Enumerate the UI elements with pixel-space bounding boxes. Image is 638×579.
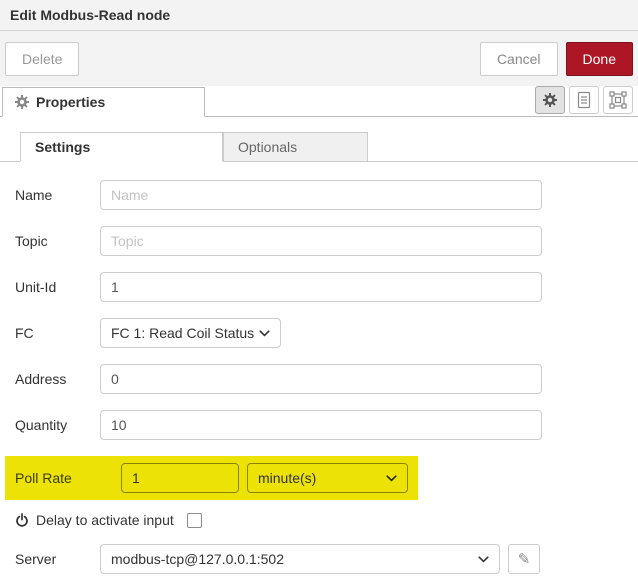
server-edit-button[interactable]: ✎: [508, 544, 540, 574]
editor-icon-buttons: [535, 86, 633, 116]
name-input[interactable]: [100, 180, 542, 210]
address-label: Address: [15, 371, 67, 387]
tab-settings-label: Settings: [35, 139, 91, 155]
description-button[interactable]: [569, 86, 599, 114]
tab-optionals-label: Optionals: [238, 139, 298, 155]
fc-select-value: FC 1: Read Coil Status: [111, 325, 255, 341]
name-row: Name: [15, 180, 638, 210]
unit-id-input[interactable]: [100, 272, 542, 302]
address-row: Address: [15, 364, 638, 394]
poll-rate-row-highlighted: Poll Rate minute(s): [5, 456, 418, 500]
fc-row: FC FC 1: Read Coil Status: [15, 318, 638, 348]
server-select[interactable]: modbus-tcp@127.0.0.1:502: [100, 544, 500, 574]
settings-tabbar: Settings Optionals: [0, 131, 638, 162]
appearance-button[interactable]: [603, 86, 633, 114]
appearance-icon: [609, 91, 627, 109]
poll-rate-label: Poll Rate: [15, 470, 72, 486]
delay-checkbox[interactable]: [186, 512, 202, 528]
topic-label: Topic: [15, 233, 48, 249]
quantity-row: Quantity: [15, 410, 638, 440]
quantity-label: Quantity: [15, 417, 68, 433]
gear-icon: [543, 93, 557, 107]
poll-rate-unit-value: minute(s): [258, 470, 317, 486]
delay-row: Delay to activate input: [15, 508, 638, 532]
tab-settings[interactable]: Settings: [20, 132, 223, 162]
done-button[interactable]: Done: [565, 41, 633, 76]
fc-label: FC: [15, 325, 34, 341]
server-select-value: modbus-tcp@127.0.0.1:502: [111, 551, 284, 567]
settings-form: Name Topic Unit-Id FC FC 1: Read Coil St…: [0, 162, 638, 574]
power-icon: [15, 513, 29, 527]
dialog-toolbar: Delete Cancel Done: [0, 31, 638, 86]
toolbar-right-group: Cancel Done: [479, 41, 633, 76]
cancel-button[interactable]: Cancel: [479, 41, 558, 76]
properties-gear-button[interactable]: [535, 86, 565, 114]
unit-id-label: Unit-Id: [15, 279, 57, 295]
topic-input[interactable]: [100, 226, 542, 256]
delay-label: Delay to activate input: [36, 512, 174, 528]
dialog-header: Edit Modbus-Read node: [0, 0, 638, 31]
pencil-icon: ✎: [517, 551, 531, 568]
document-icon: [576, 91, 592, 109]
dialog-title: Edit Modbus-Read node: [10, 7, 171, 23]
chevron-down-icon: [259, 329, 270, 337]
delete-button[interactable]: Delete: [5, 41, 80, 76]
tab-properties[interactable]: Properties: [2, 87, 205, 117]
quantity-input[interactable]: [100, 410, 542, 440]
poll-rate-unit-select[interactable]: minute(s): [247, 463, 408, 493]
chevron-down-icon: [386, 474, 397, 482]
server-row: Server modbus-tcp@127.0.0.1:502 ✎: [15, 544, 638, 574]
server-label: Server: [15, 551, 57, 567]
tab-properties-label: Properties: [36, 94, 106, 110]
unit-id-row: Unit-Id: [15, 272, 638, 302]
gear-icon: [15, 95, 29, 109]
fc-select[interactable]: FC 1: Read Coil Status: [100, 318, 281, 348]
chevron-down-icon: [478, 555, 489, 563]
address-input[interactable]: [100, 364, 542, 394]
tab-optionals[interactable]: Optionals: [223, 132, 368, 162]
topic-row: Topic: [15, 226, 638, 256]
properties-tabbar: Properties: [0, 86, 638, 117]
name-label: Name: [15, 187, 53, 203]
poll-rate-input[interactable]: [121, 463, 239, 493]
